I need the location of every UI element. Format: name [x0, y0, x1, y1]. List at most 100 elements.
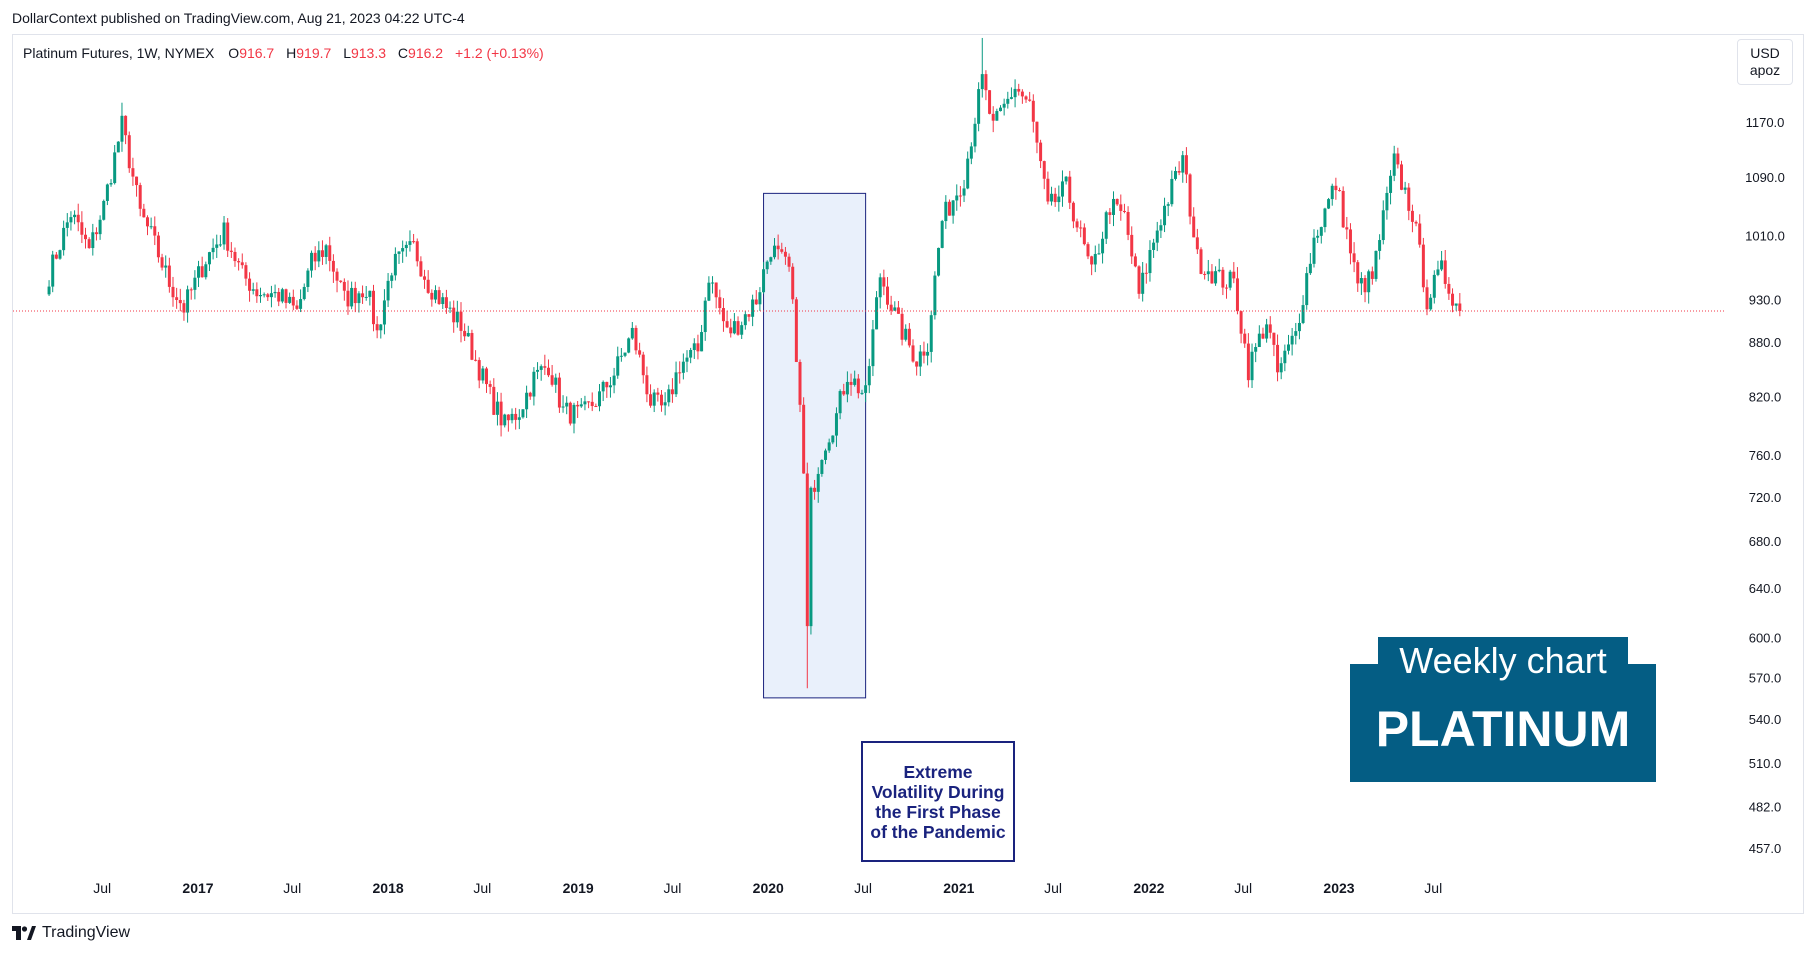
x-tick-label: Jul: [1044, 880, 1062, 896]
candle-body: [401, 248, 405, 252]
candle-body: [1137, 266, 1141, 294]
candle-body: [164, 265, 168, 268]
candle-body: [138, 185, 142, 209]
candle-body: [302, 286, 306, 300]
candle-body: [1042, 161, 1046, 179]
candle-body: [966, 158, 970, 189]
x-tick-label: Jul: [283, 880, 301, 896]
candle-body: [248, 278, 252, 291]
candle-body: [875, 297, 879, 330]
candle-body: [1250, 351, 1254, 381]
candle-body: [543, 366, 547, 368]
price-chart[interactable]: 457.0 482.0 510.0 540.0 570.0 600.0 640.0 680.0…: [13, 35, 1803, 913]
candle-body: [707, 282, 711, 301]
candle-body: [346, 290, 350, 307]
candle-body: [740, 325, 744, 335]
candle-body: [634, 327, 638, 351]
candle-body: [521, 409, 525, 418]
candle-body: [700, 332, 704, 352]
y-tick-label: 640.0: [1749, 581, 1782, 596]
candle-body: [310, 252, 314, 271]
y-tick-label: 570.0: [1749, 670, 1782, 685]
y-tick-label: 820.0: [1749, 390, 1782, 405]
candle-body: [488, 384, 492, 387]
candle-body: [583, 401, 587, 405]
x-tick-label: Jul: [473, 880, 491, 896]
candle-body: [506, 414, 510, 421]
close-value: 916.2: [408, 45, 444, 61]
candle-body: [860, 392, 864, 394]
candle-body: [1330, 185, 1334, 200]
x-tick-label: 2018: [373, 880, 404, 896]
candle-body: [492, 386, 496, 415]
candle-body: [590, 401, 594, 407]
candle-body: [703, 300, 707, 333]
candle-body: [958, 195, 962, 197]
candle-body: [1283, 350, 1287, 364]
candle-body: [153, 226, 157, 236]
y-tick-label: 482.0: [1749, 800, 1782, 815]
candle-body: [871, 329, 875, 367]
candle-body: [1210, 271, 1214, 284]
candle-body: [124, 115, 128, 136]
candle-body: [441, 297, 445, 305]
candle-body: [204, 264, 208, 278]
y-tick-label: 1170.0: [1746, 115, 1785, 130]
candle-body: [1421, 244, 1425, 288]
unit-label: apoz: [1749, 62, 1781, 78]
candle-body: [1276, 344, 1280, 373]
candle-body: [1028, 99, 1032, 101]
candle-body: [1290, 335, 1294, 345]
candle-body: [576, 404, 580, 407]
x-tick-label: 2019: [563, 880, 594, 896]
candle-body: [627, 338, 631, 353]
y-tick-label: 457.0: [1749, 841, 1782, 856]
y-tick-label: 930.0: [1749, 292, 1782, 307]
annotation-text: Extreme Volatility During the First Phas…: [870, 761, 1006, 842]
candle-body: [955, 195, 959, 201]
candle-body: [1024, 96, 1028, 100]
candle-body: [178, 299, 182, 304]
candle-body: [565, 402, 569, 407]
candle-body: [554, 377, 558, 385]
candle-body: [342, 281, 346, 291]
candle-body: [907, 328, 911, 346]
candle-body: [167, 265, 171, 287]
chart-panel[interactable]: 457.0 482.0 510.0 540.0 570.0 600.0 640.0 680.0…: [12, 34, 1804, 914]
candle-body: [1115, 198, 1119, 205]
candle-body: [459, 311, 463, 331]
candle-body: [1177, 171, 1181, 173]
x-tick-label: 2020: [753, 880, 784, 896]
candle-body: [251, 289, 255, 291]
candle-body: [335, 271, 339, 281]
candle-body: [1429, 297, 1433, 310]
candle-body: [1254, 347, 1258, 352]
candle-body: [732, 321, 736, 334]
candle-body: [721, 308, 725, 322]
candle-body: [922, 351, 926, 356]
tradingview-logo[interactable]: TradingView: [12, 924, 130, 942]
y-tick-label: 600.0: [1749, 631, 1782, 646]
candle-body: [878, 277, 882, 298]
candle-body: [1261, 333, 1265, 339]
candle-body: [1297, 322, 1301, 332]
candle-body: [988, 90, 992, 114]
candle-body: [944, 201, 948, 222]
candle-body: [175, 297, 179, 300]
candle-body: [1009, 97, 1013, 99]
candle-body: [269, 293, 273, 298]
candle-body: [390, 275, 394, 281]
candle-body: [645, 375, 649, 395]
candle-body: [193, 277, 197, 290]
candle-body: [393, 253, 397, 276]
candle-body: [1451, 293, 1455, 306]
x-tick-label: 2021: [943, 880, 974, 896]
candle-body: [233, 251, 237, 262]
candle-body: [76, 214, 80, 223]
candle-body: [995, 111, 999, 121]
candle-body: [991, 113, 995, 121]
candle-body: [849, 381, 853, 385]
candle-body: [605, 381, 609, 388]
currency-unit-button[interactable]: USD apoz: [1737, 39, 1793, 85]
candle-body: [350, 287, 354, 307]
